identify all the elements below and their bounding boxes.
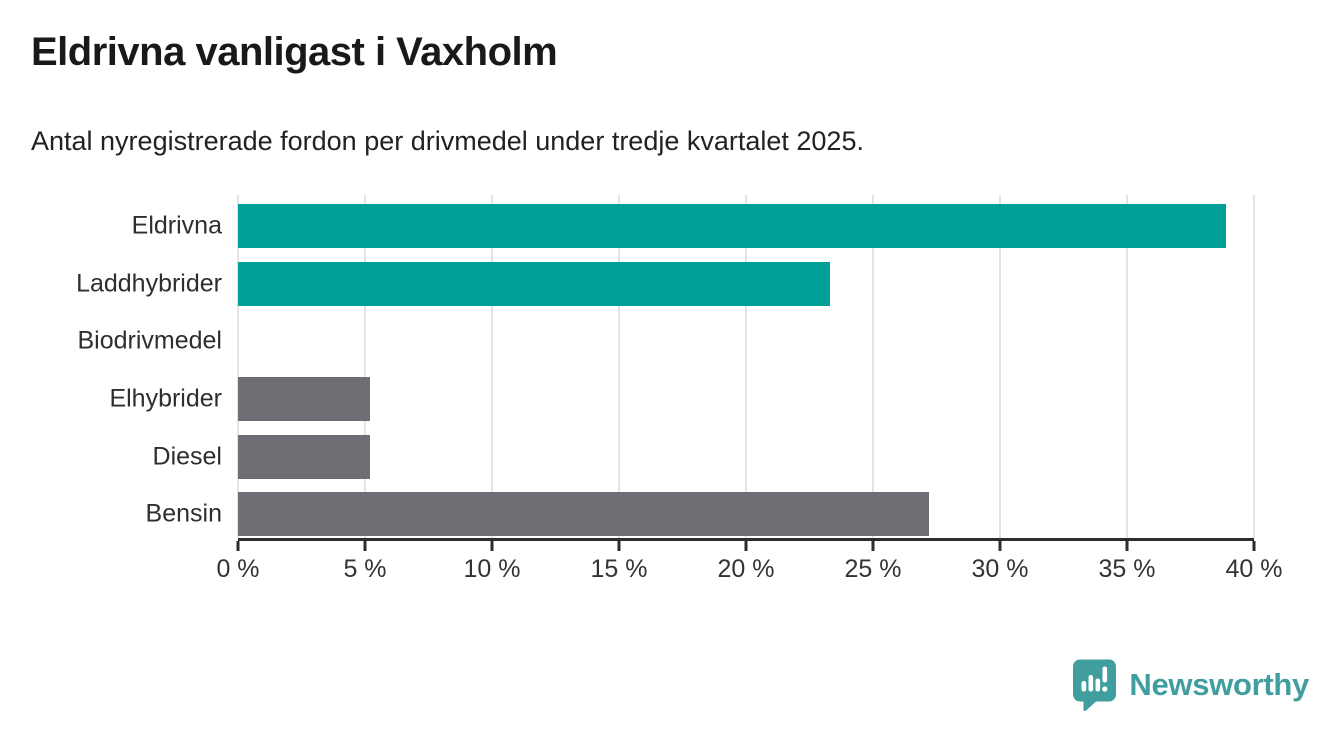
x-tick-mark-30: [998, 541, 1002, 551]
x-tick-label-25: 25 %: [844, 555, 902, 583]
x-tick-mark-35: [1125, 541, 1129, 551]
category-label-laddhybrider: Laddhybrider: [76, 269, 222, 297]
plot-area: 0 % 5 % 10 % 15 % 20 % 25 % 30 % 35 % 40 %: [216, 195, 1282, 583]
chart-title: Eldrivna vanligast i Vaxholm: [31, 30, 558, 74]
brand-footer: Newsworthy: [1071, 658, 1309, 711]
x-tick-label-15: 15 %: [590, 555, 648, 583]
bar-eldrivna: [238, 203, 1227, 248]
category-label-biodrivmedel: Biodrivmedel: [77, 326, 222, 355]
bar-elhybrider: [238, 376, 371, 421]
newsworthy-logo-icon: [1073, 659, 1117, 711]
category-label-eldrivna: Eldrivna: [131, 211, 222, 240]
gridline-15: [618, 195, 620, 538]
gridline-0: [237, 195, 239, 538]
category-label-bensin: Bensin: [145, 499, 222, 528]
x-tick-label-10: 10 %: [463, 555, 521, 583]
category-label-elhybrider: Elhybrider: [109, 384, 222, 413]
x-tick-label-30: 30 %: [971, 555, 1029, 583]
x-tick-mark-40: [1252, 541, 1256, 551]
gridline-35: [1126, 195, 1128, 538]
gridline-20: [745, 195, 747, 538]
x-tick-label-40: 40 %: [1225, 555, 1283, 583]
gridline-30: [999, 195, 1001, 538]
category-axis-labels: Eldrivna Laddhybrider Biodrivmedel Elhybrid…: [0, 195, 222, 541]
x-tick-mark-25: [871, 541, 875, 551]
x-tick-mark-0: [236, 541, 240, 551]
bar-laddhybrider: [238, 261, 830, 306]
x-tick-label-20: 20 %: [717, 555, 775, 583]
x-tick-mark-10: [490, 541, 494, 551]
x-tick-mark-15: [617, 541, 621, 551]
category-label-diesel: Diesel: [152, 442, 222, 470]
bar-bensin: [238, 492, 929, 537]
gridline-10: [491, 195, 493, 538]
bar-diesel: [238, 434, 371, 479]
x-tick-mark-5: [363, 541, 367, 551]
chart-subtitle: Antal nyregistrerade fordon per drivmede…: [31, 126, 864, 156]
x-tick-label-5: 5 %: [343, 555, 387, 583]
x-tick-label-0: 0 %: [216, 555, 260, 583]
gridline-40: [1253, 195, 1255, 538]
bar-chart: Eldrivna Laddhybrider Biodrivmedel Elhybrid…: [0, 195, 1340, 583]
x-tick-mark-20: [744, 541, 748, 551]
brand-name: Newsworthy: [1129, 666, 1309, 702]
gridline-5: [364, 195, 366, 538]
x-tick-label-35: 35 %: [1098, 555, 1156, 583]
gridline-25: [872, 195, 874, 538]
